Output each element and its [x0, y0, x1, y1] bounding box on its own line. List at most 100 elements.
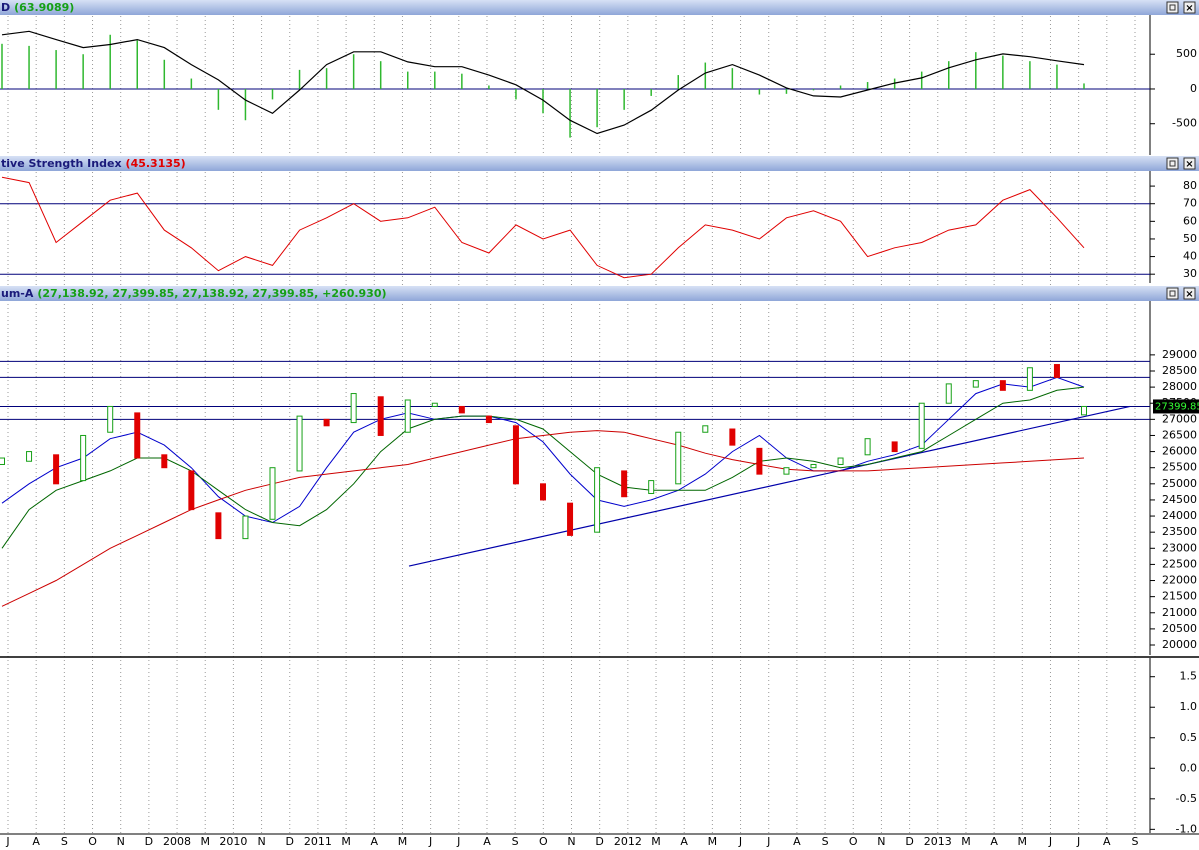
pane-title-value: (27,138.92, 27,399.85, 27,138.92, 27,399… — [37, 287, 386, 300]
x-tick-label: A — [483, 835, 491, 848]
y-tick-label: 20500 — [1162, 622, 1197, 635]
candle-body — [458, 405, 465, 414]
y-tick-label: -0.5 — [1176, 792, 1197, 805]
last-value-box — [1153, 399, 1199, 414]
y-tick-label: 22500 — [1162, 557, 1197, 570]
candle-body — [26, 451, 33, 462]
candle-body — [80, 434, 87, 482]
close-icon: × — [1185, 159, 1193, 170]
candle-body — [756, 447, 763, 475]
candle-body — [107, 405, 114, 433]
candle-body — [1053, 364, 1060, 378]
trendline — [408, 405, 1131, 567]
y-tick-label: 25500 — [1162, 461, 1197, 474]
candle-body — [215, 512, 222, 540]
x-tick-label: 2012 — [614, 835, 642, 848]
candle-body — [323, 418, 330, 427]
candle-body — [134, 412, 141, 459]
candle-body — [485, 415, 492, 424]
pane-title-value: (45.3135) — [126, 157, 186, 170]
y-tick-label: 22000 — [1162, 574, 1197, 587]
y-tick-label: 24000 — [1162, 509, 1197, 522]
candle-body — [594, 467, 601, 533]
x-tick-label: S — [1132, 835, 1139, 848]
maximize-icon — [1169, 4, 1176, 11]
x-tick-label: S — [822, 835, 829, 848]
close-button[interactable] — [1183, 157, 1196, 170]
x-tick-label: J — [738, 835, 742, 848]
y-tick-label: 26000 — [1162, 445, 1197, 458]
pane-title: D (63.9089) — [1, 1, 74, 14]
candle-body — [188, 470, 195, 511]
y-tick-label: 0 — [1190, 82, 1197, 95]
candle-body — [431, 402, 438, 407]
close-button[interactable] — [1183, 1, 1196, 14]
candle-body — [242, 515, 249, 540]
maximize-icon — [1169, 160, 1176, 167]
x-tick-label: A — [793, 835, 801, 848]
x-tick-label: N — [877, 835, 885, 848]
y-tick-label: 23500 — [1162, 525, 1197, 538]
maximize-button[interactable] — [1166, 157, 1179, 170]
y-tick-label: 23000 — [1162, 541, 1197, 554]
candle-body — [864, 438, 871, 456]
y-tick-label: 29000 — [1162, 348, 1197, 361]
series-line — [1, 30, 1085, 135]
x-tick-label: D — [595, 835, 603, 848]
candle-body — [1026, 367, 1033, 391]
pane-title-name: D — [1, 1, 10, 14]
pane-header — [0, 0, 1199, 15]
series-line — [1, 386, 1085, 549]
x-tick-label: J — [456, 835, 460, 848]
x-tick-label: A — [371, 835, 379, 848]
close-button[interactable] — [1183, 287, 1196, 300]
last-value-label: 27399.85 — [1155, 401, 1199, 412]
maximize-button[interactable] — [1166, 287, 1179, 300]
y-tick-label: 40 — [1183, 250, 1197, 263]
series-line — [1, 176, 1085, 279]
x-tick-label: M — [200, 835, 210, 848]
y-tick-label: 25000 — [1162, 477, 1197, 490]
y-tick-label: 80 — [1183, 179, 1197, 192]
maximize-icon — [1169, 290, 1176, 297]
x-tick-label: O — [849, 835, 858, 848]
y-tick-label: -1.0 — [1176, 822, 1197, 835]
x-tick-label: J — [766, 835, 770, 848]
x-tick-label: J — [428, 835, 432, 848]
x-tick-label: N — [257, 835, 265, 848]
candle-body — [648, 480, 655, 494]
candle-body — [296, 415, 303, 472]
candle-body — [999, 380, 1006, 391]
candle-body — [810, 463, 817, 469]
x-tick-label: 2010 — [219, 835, 247, 848]
y-tick-label: 26500 — [1162, 428, 1197, 441]
pane-title-value: (63.9089) — [14, 1, 74, 14]
y-tick-label: 0.5 — [1180, 731, 1198, 744]
y-tick-label: 28500 — [1162, 364, 1197, 377]
x-tick-label: S — [61, 835, 68, 848]
maximize-button[interactable] — [1166, 1, 1179, 14]
x-tick-label: A — [990, 835, 998, 848]
y-tick-label: 1.0 — [1180, 700, 1198, 713]
candle-body — [945, 383, 952, 404]
y-tick-label: 500 — [1176, 47, 1197, 60]
y-tick-label: 24500 — [1162, 493, 1197, 506]
y-tick-label: 70 — [1183, 197, 1197, 210]
x-tick-label: O — [539, 835, 548, 848]
x-tick-label: N — [117, 835, 125, 848]
x-tick-label: M — [961, 835, 971, 848]
x-tick-label: N — [567, 835, 575, 848]
candle-body — [972, 380, 979, 388]
x-tick-label: S — [512, 835, 519, 848]
y-tick-label: 21000 — [1162, 606, 1197, 619]
y-tick-label: 27000 — [1162, 412, 1197, 425]
candle-body — [512, 425, 519, 485]
x-tick-label: M — [708, 835, 718, 848]
x-tick-label: D — [905, 835, 913, 848]
y-tick-label: 1.5 — [1180, 670, 1198, 683]
candle-body — [350, 393, 357, 424]
series-line — [1, 376, 1085, 524]
x-tick-label: J — [5, 835, 9, 848]
x-tick-label: J — [1048, 835, 1052, 848]
